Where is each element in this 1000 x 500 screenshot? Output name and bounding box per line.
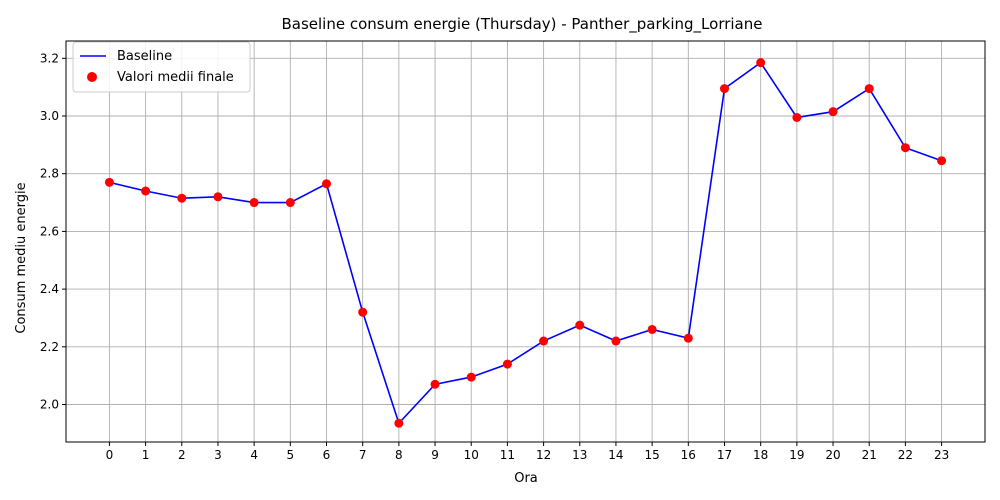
data-point [792, 112, 802, 122]
plot-area [104, 58, 947, 428]
x-tick-label: 20 [825, 448, 840, 462]
legend-marker-swatch [87, 72, 97, 82]
x-tick-label: 13 [572, 448, 587, 462]
data-point [141, 186, 151, 196]
data-point [502, 359, 512, 369]
data-point [177, 193, 187, 203]
x-tick-label: 5 [287, 448, 295, 462]
x-tick-label: 17 [717, 448, 732, 462]
x-axis-ticks: 0 1 2 3 4 5 6 7 8 9 10 11 12 13 14 15 16 17 18 19 20 21 22 23 [106, 442, 949, 462]
data-point [828, 107, 838, 117]
x-tick-label: 14 [608, 448, 623, 462]
x-tick-label: 7 [359, 448, 367, 462]
x-tick-label: 6 [323, 448, 331, 462]
y-tick-label: 2.4 [40, 282, 59, 296]
plot-frame [65, 40, 986, 443]
x-tick-label: 12 [536, 448, 551, 462]
data-point [322, 179, 332, 189]
chart-title: Baseline consum energie (Thursday) - Pan… [281, 15, 762, 34]
data-point [756, 58, 766, 68]
y-tick-label: 2.0 [40, 397, 59, 411]
baseline-series-line [109, 61, 942, 425]
x-tick-label: 1 [142, 448, 150, 462]
grid-lines [66, 41, 985, 442]
data-point [937, 156, 947, 166]
data-point [430, 379, 440, 389]
data-point [575, 320, 585, 330]
y-tick-label: 3.2 [40, 51, 59, 65]
data-point [104, 177, 114, 187]
x-tick-label: 23 [934, 448, 949, 462]
legend-box [72, 41, 251, 93]
x-tick-label: 21 [862, 448, 877, 462]
x-tick-label: 0 [106, 448, 114, 462]
data-point [213, 192, 223, 202]
x-tick-label: 10 [464, 448, 479, 462]
y-tick-label: 3.0 [40, 109, 59, 123]
y-axis-label: Consum mediu energie [14, 182, 29, 333]
legend: Baseline Valori medii finale [72, 41, 251, 93]
y-tick-label: 2.2 [40, 340, 59, 354]
y-tick-label: 2.8 [40, 167, 59, 181]
y-tick-label: 2.6 [40, 224, 59, 238]
x-axis-label: Ora [514, 471, 538, 486]
data-point [611, 336, 621, 346]
data-point [358, 307, 368, 317]
x-tick-label: 11 [500, 448, 515, 462]
x-tick-label: 16 [681, 448, 696, 462]
legend-label-valori: Valori medii finale [117, 70, 234, 85]
x-tick-label: 9 [431, 448, 439, 462]
x-tick-label: 19 [789, 448, 804, 462]
x-tick-label: 15 [644, 448, 659, 462]
legend-label-baseline: Baseline [117, 49, 172, 64]
x-tick-label: 3 [214, 448, 222, 462]
y-axis-ticks: 2.0 2.2 2.4 2.6 2.8 3.0 3.2 [40, 51, 66, 411]
data-point [683, 333, 693, 343]
data-point [719, 84, 729, 94]
data-point [900, 143, 910, 153]
data-point [864, 84, 874, 94]
data-point [466, 372, 476, 382]
data-point [394, 418, 404, 428]
data-point [647, 324, 657, 334]
x-tick-label: 8 [395, 448, 403, 462]
x-tick-label: 22 [898, 448, 913, 462]
data-point [249, 198, 259, 208]
x-tick-label: 4 [250, 448, 258, 462]
x-tick-label: 18 [753, 448, 768, 462]
data-point [539, 336, 549, 346]
x-tick-label: 2 [178, 448, 186, 462]
data-point [285, 198, 295, 208]
